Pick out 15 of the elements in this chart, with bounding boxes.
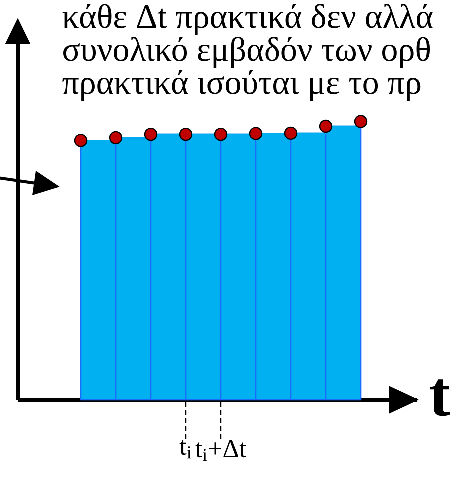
point (144, 128, 158, 142)
x-axis-title: t (430, 380, 450, 416)
text: πρακτικά ισούται με το πρ (62, 70, 421, 102)
x-tick-label: t$_{i}$ (180, 440, 192, 459)
point (284, 126, 298, 140)
point (74, 134, 88, 148)
point (179, 128, 193, 142)
point (249, 127, 263, 140)
text: συνολικό εμβαδόν των ορθ (64, 37, 430, 68)
point (214, 128, 228, 142)
point (109, 131, 123, 145)
x-tick-label: t$_{i}$+Δt (196, 440, 247, 462)
point (354, 115, 368, 128)
point (319, 120, 333, 134)
text: κάθε Δt πρακτικά δεν αλλά (62, 4, 433, 36)
